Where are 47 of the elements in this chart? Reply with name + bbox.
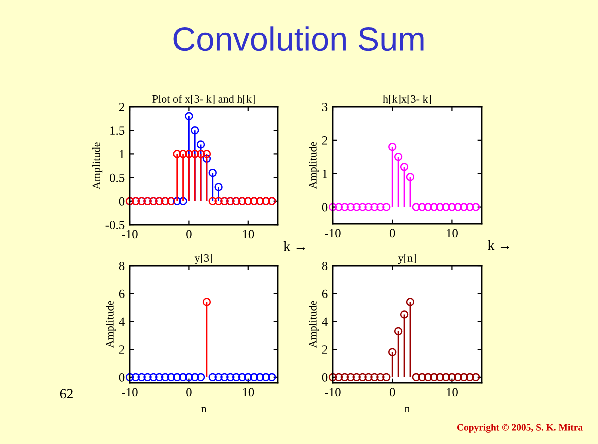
chart-title: y[n] (398, 254, 416, 264)
x-tick-label: 0 (186, 230, 192, 239)
x-tick-label: 10 (243, 230, 254, 239)
x-tick-label: -10 (325, 388, 341, 397)
y-tick-label: 2 (322, 136, 328, 145)
y-tick-label: 1 (322, 170, 328, 178)
chart-title: Plot of x[3- k] and h[k] (152, 95, 255, 104)
x-tick-label: -10 (325, 229, 341, 238)
y-tick-label: 1 (120, 150, 124, 159)
y-tick-label: 2 (119, 346, 124, 354)
x-axis-title: k → (488, 240, 510, 250)
y-tick-label: 3 (322, 103, 328, 112)
y-tick-label: 1.5 (110, 126, 125, 136)
x-tick-label: 0 (186, 388, 192, 397)
chart-title: y[3] (194, 254, 212, 264)
x-axis-title: k → (284, 242, 306, 252)
y-tick-label: 0 (322, 203, 328, 212)
x-tick-label: 10 (243, 388, 254, 397)
x-tick-label: -10 (122, 388, 138, 397)
y-tick-label: 0.5 (110, 174, 125, 182)
y-tick-label: 8 (119, 262, 125, 270)
x-tick-label: 0 (390, 229, 396, 238)
y-tick-label: -0.5 (106, 221, 125, 230)
y-tick-label: 4 (119, 318, 125, 326)
x-tick-label: 10 (447, 388, 458, 397)
text: Copyright © 2005, S. K. Mitra (457, 424, 583, 433)
y-axis-title: Amplitude (106, 301, 116, 348)
x-axis-title: n (201, 407, 207, 412)
y-tick-label: 2 (322, 346, 328, 354)
y-tick-label: 6 (322, 290, 328, 298)
text: 62 (60, 389, 73, 399)
y-tick-label: 6 (119, 290, 125, 298)
y-tick-label: 0 (119, 197, 125, 206)
text: Convolution Sum (174, 26, 424, 52)
y-axis-title: Amplitude (309, 301, 320, 348)
x-tick-label: 10 (447, 229, 458, 238)
y-tick-label: 4 (322, 318, 328, 326)
y-tick-label: 0 (119, 373, 125, 382)
y-axis-title: Amplitude (92, 142, 103, 190)
x-axis-title: n (404, 407, 410, 412)
y-tick-label: 0 (322, 373, 328, 382)
x-tick-label: -10 (122, 230, 138, 239)
y-tick-label: 2 (119, 103, 124, 112)
y-tick-label: 8 (322, 262, 328, 270)
chart-title: h[k]x[3- k] (383, 95, 432, 104)
y-axis-title: Amplitude (309, 142, 320, 190)
x-tick-label: 0 (390, 388, 396, 397)
